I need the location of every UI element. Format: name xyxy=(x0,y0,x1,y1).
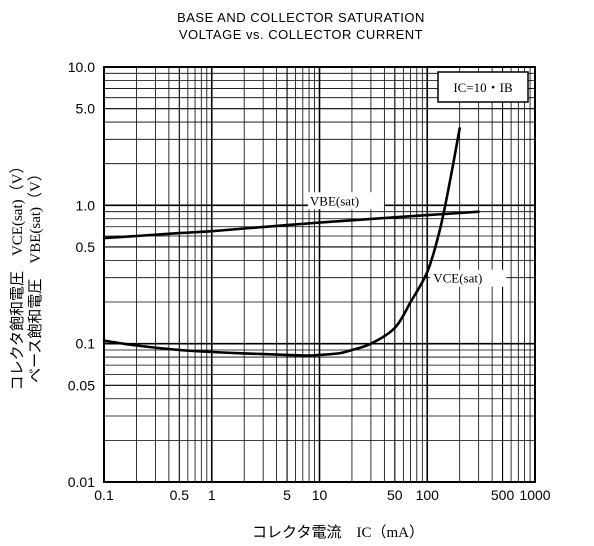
title-line-2: VOLTAGE vs. COLLECTOR CURRENT xyxy=(179,27,423,42)
vce-sat-line xyxy=(102,127,461,357)
vbe-sat-line xyxy=(102,210,480,240)
annotation-box xyxy=(437,71,529,103)
y-tick-label: 1.0 xyxy=(76,197,96,213)
annotation-text: IC=10・IB xyxy=(453,80,513,95)
plot-frame xyxy=(103,66,536,483)
ic-ib-annotation: IC=10・IB xyxy=(437,71,529,103)
grid xyxy=(104,67,535,482)
x-tick-label: 5 xyxy=(283,487,291,503)
y-axis-ticks: 10.0 5.0 1.0 0.5 0.1 0.05 0.01 xyxy=(68,59,95,490)
y-tick-label: 5.0 xyxy=(76,101,96,117)
y-tick-label: 0.5 xyxy=(76,239,96,255)
y-tick-label: 0.05 xyxy=(68,377,95,393)
x-tick-label: 0.5 xyxy=(170,487,190,503)
series-labels: VBE(sat) VCE(sat) xyxy=(307,192,507,287)
y-axis-label-line-1: コレクタ飽和電圧 VCE(sat)（V） xyxy=(9,159,26,391)
x-tick-label: 0.1 xyxy=(94,487,114,503)
chart-title: BASE AND COLLECTOR SATURATION VOLTAGE vs… xyxy=(177,10,425,42)
y-tick-label: 10.0 xyxy=(68,59,95,75)
x-tick-label: 500 xyxy=(491,487,515,503)
vce-label-bg xyxy=(430,269,507,287)
x-tick-label: 100 xyxy=(416,487,440,503)
vbe-label-bg xyxy=(307,192,384,210)
y-tick-label: 0.1 xyxy=(76,336,96,352)
y-axis-label-line-2: ベース飽和電圧 VBE(sat)（V） xyxy=(27,166,44,383)
x-axis-label: コレクタ電流 IC（mA） xyxy=(252,524,424,541)
y-tick-label: 0.01 xyxy=(68,474,95,490)
x-tick-label: 10 xyxy=(312,487,328,503)
vbe-sat-label: VBE(sat) xyxy=(310,193,359,208)
x-tick-label: 50 xyxy=(387,487,403,503)
x-tick-label: 1 xyxy=(208,487,216,503)
x-tick-label: 1000 xyxy=(519,487,550,503)
vce-sat-label: VCE(sat) xyxy=(433,271,482,286)
y-axis-label: コレクタ飽和電圧 VCE(sat)（V） ベース飽和電圧 VBE(sat)（V） xyxy=(9,159,44,391)
x-axis-ticks: 0.1 0.5 1 5 10 50 100 500 1000 xyxy=(94,487,551,503)
series-layer xyxy=(102,127,480,357)
title-line-1: BASE AND COLLECTOR SATURATION xyxy=(177,10,425,25)
